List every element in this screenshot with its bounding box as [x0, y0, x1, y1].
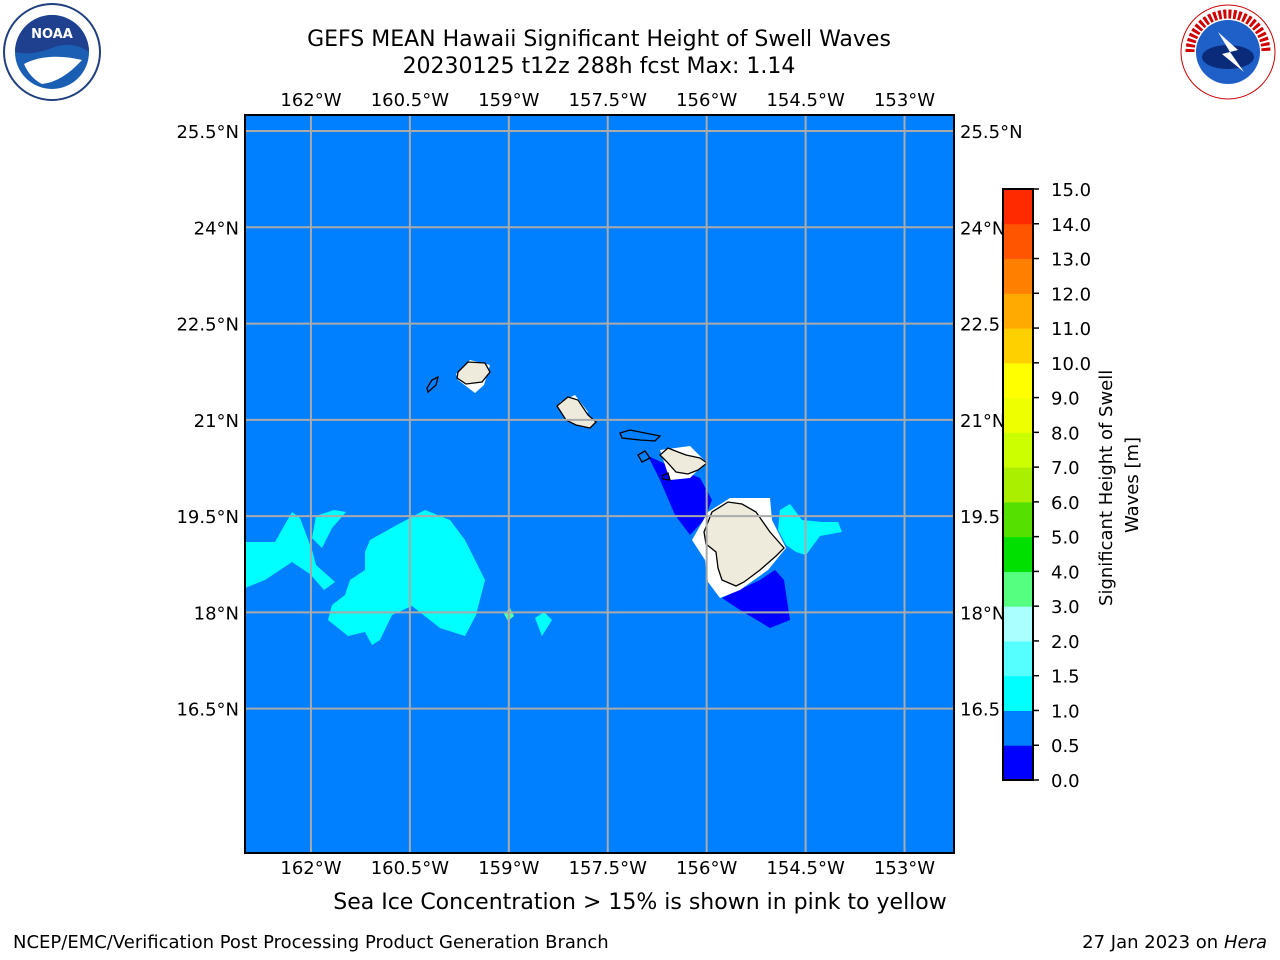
colorbar-swatch — [1003, 710, 1033, 746]
swell-area-central — [328, 510, 485, 645]
colorbar-tick-label: 13.0 — [1051, 250, 1091, 271]
chart-title: GEFS MEAN Hawaii Significant Height of S… — [307, 27, 891, 52]
colorbar-swatch — [1003, 293, 1033, 329]
lon-label: 154.5°W — [766, 858, 845, 879]
colorbar-swatch — [1003, 501, 1033, 538]
lat-label: 18°N — [194, 603, 239, 624]
nws-logo-icon — [1180, 4, 1276, 100]
lon-label: 153°W — [874, 858, 935, 879]
swell-area-south — [535, 612, 552, 636]
swell-area-west-small — [312, 510, 346, 548]
noaa-logo-text: NOAA — [31, 27, 73, 42]
lon-label: 162°W — [280, 858, 341, 879]
lat-label: 24°N — [960, 218, 1005, 239]
graticule — [245, 115, 954, 853]
colorbar — [1002, 188, 1034, 781]
island-kahoolawe — [661, 472, 671, 481]
lon-label: 153°W — [874, 90, 935, 111]
colorbar-swatch — [1003, 432, 1033, 468]
colorbar-swatch — [1003, 397, 1033, 433]
colorbar-tick-label: 9.0 — [1051, 389, 1080, 410]
colorbar-tick-label: 15.0 — [1051, 180, 1091, 201]
colorbar-swatch — [1003, 745, 1033, 781]
colorbar-tick-label: 5.0 — [1051, 528, 1080, 549]
colorbar-tick-label: 14.0 — [1051, 215, 1091, 236]
colorbar-swatch — [1003, 189, 1033, 225]
swell-area-west — [245, 512, 335, 590]
lat-label: 16.5°N — [176, 700, 239, 721]
lon-label: 157.5°W — [569, 858, 648, 879]
island-niihau — [426, 375, 439, 394]
lon-label: 162°W — [280, 90, 341, 111]
colorbar-swatch — [1003, 571, 1033, 607]
lat-label: 18°N — [960, 603, 1005, 624]
lat-label: 21°N — [194, 411, 239, 432]
footer-date-text: 27 Jan 2023 on — [1082, 932, 1219, 953]
colorbar-tick-label: 1.0 — [1051, 701, 1080, 722]
ocean-background — [245, 115, 954, 853]
footer-host: Hera — [1223, 932, 1267, 953]
colorbar-swatch — [1003, 536, 1033, 572]
colorbar-swatch — [1003, 362, 1033, 399]
colorbar-tick-label: 6.0 — [1051, 493, 1080, 514]
lat-label: 22.5°N — [176, 315, 239, 336]
lat-labels-left: 25.5°N 24°N 22.5°N 21°N 19.5°N 18°N 16.5°N — [176, 122, 239, 721]
colorbar-swatch — [1003, 467, 1033, 503]
footer-date: 27 Jan 2023 on Hera — [1082, 932, 1267, 953]
island-molokai — [619, 429, 662, 442]
swell-contours — [245, 115, 954, 853]
colorbar-tick-label: 10.0 — [1051, 354, 1091, 375]
lon-label: 157.5°W — [569, 90, 648, 111]
footer-branch: NCEP/EMC/Verification Post Processing Pr… — [13, 932, 609, 953]
colorbar-frame — [1002, 188, 1034, 781]
colorbar-swatch — [1003, 223, 1033, 260]
chart-subtitle: 20230125 t12z 288h fcst Max: 1.14 — [402, 54, 796, 79]
island-hawaii — [703, 501, 785, 587]
island-lanai — [637, 450, 651, 463]
colorbar-swatch — [1003, 606, 1033, 642]
lon-label: 160.5°W — [371, 90, 450, 111]
lon-labels-bottom: 162°W 160.5°W 159°W 157.5°W 156°W 154.5°W 153°… — [280, 858, 935, 879]
island-kauai — [456, 361, 491, 385]
lat-label: 24°N — [194, 218, 239, 239]
lat-labels-right: 25.5°N24°N22.5°N21°N19.5°N18°N16.5°N — [960, 122, 1023, 721]
colorbar-tick-label: 3.0 — [1051, 597, 1080, 618]
hawaii-islands — [426, 361, 785, 587]
colorbar-tick-label: 1.5 — [1051, 667, 1080, 688]
colorbar-tick-label: 4.0 — [1051, 562, 1080, 583]
colorbar-tick-label: 7.0 — [1051, 458, 1080, 479]
map-frame — [244, 114, 955, 854]
lat-label: 25.5°N — [176, 122, 239, 143]
colorbar-swatch — [1003, 328, 1033, 364]
lon-label: 156°W — [676, 858, 737, 879]
colorbar-ticks: 0.0 0.5 1.0 1.5 2.0 3.0 4.0 5.0 6.0 7.0 8.0 9.0 10.0… — [1033, 180, 1091, 792]
colorbar-tick-label: 2.0 — [1051, 632, 1080, 653]
swell-lee-bigisland — [722, 570, 790, 628]
lon-label: 154.5°W — [766, 90, 845, 111]
colorbar-tick-label: 11.0 — [1051, 319, 1091, 340]
colorbar-swatch — [1003, 640, 1033, 677]
lat-label: 21°N — [960, 411, 1005, 432]
lon-label: 159°W — [478, 858, 539, 879]
colorbar-swatch — [1003, 258, 1033, 294]
lat-label: 25.5°N — [960, 122, 1023, 143]
colorbar-tick-label: 0.0 — [1051, 771, 1080, 792]
lat-label: 19.5°N — [176, 507, 239, 528]
colorbar-tick-label: 0.5 — [1051, 736, 1080, 757]
lon-label: 156°W — [676, 90, 737, 111]
lon-label: 159°W — [478, 90, 539, 111]
colorbar-tick-label: 8.0 — [1051, 423, 1080, 444]
lon-labels-top: 162°W 160.5°W 159°W 157.5°W 156°W 154.5°W 153°… — [280, 90, 935, 111]
colorbar-tick-label: 12.0 — [1051, 284, 1091, 305]
noaa-logo-icon: NOAA — [3, 3, 101, 101]
colorbar-label: Significant Height of Swell Waves [m] — [1096, 364, 1143, 606]
colorbar-swatch — [1003, 675, 1033, 711]
lon-label: 160.5°W — [371, 858, 450, 879]
sea-ice-note: Sea Ice Concentration > 15% is shown in … — [333, 890, 947, 915]
